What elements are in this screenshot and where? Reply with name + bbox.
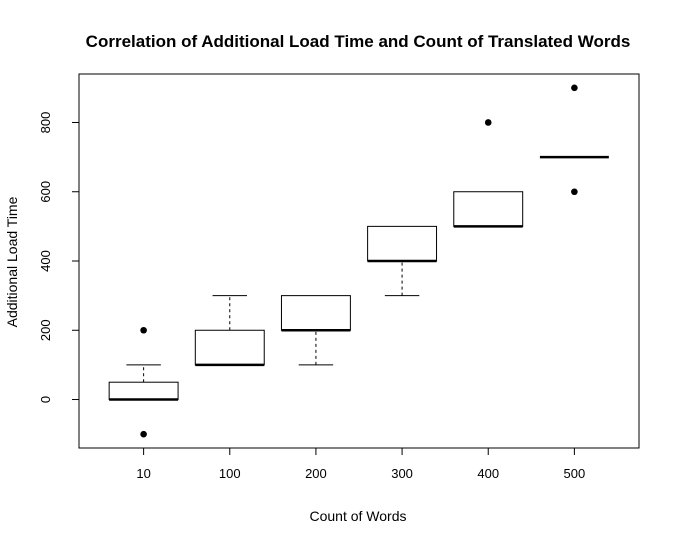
x-tick-label: 400 <box>477 466 499 481</box>
chart-title: Correlation of Additional Load Time and … <box>86 32 631 51</box>
outlier-point <box>140 430 147 438</box>
y-axis-label: Additional Load Time <box>4 196 20 327</box>
y-tick-label: 800 <box>38 112 53 134</box>
y-tick-label: 600 <box>38 181 53 203</box>
y-tick-label: 400 <box>38 250 53 272</box>
x-tick-label: 300 <box>391 466 413 481</box>
boxes-layer <box>108 84 609 438</box>
box-body <box>108 381 179 401</box>
box-group <box>194 295 265 367</box>
x-axis-label: Count of Words <box>309 508 406 524</box>
y-axis: 0 200 400 600 800 <box>38 112 80 403</box>
y-tick-label: 200 <box>38 319 53 341</box>
x-tick-label: 200 <box>305 466 327 481</box>
x-tick-label: 10 <box>136 466 150 481</box>
box-group <box>280 295 351 366</box>
box-body <box>453 191 524 227</box>
box-body <box>194 329 265 366</box>
outlier-point <box>571 84 578 92</box>
outlier-point <box>140 326 147 334</box>
box-group <box>453 119 524 228</box>
box-body <box>280 295 351 331</box>
box-group <box>367 225 438 297</box>
x-axis: 10 100 200 300 400 500 <box>136 447 586 481</box>
box-group <box>108 326 179 438</box>
outlier-point <box>484 119 492 126</box>
x-tick-label: 500 <box>564 466 586 481</box>
box-body <box>367 225 438 262</box>
x-tick-label: 100 <box>219 466 241 481</box>
y-tick-label: 0 <box>38 396 53 403</box>
box-group <box>539 84 609 196</box>
outlier-point <box>571 188 578 196</box>
plot-frame <box>78 73 640 449</box>
